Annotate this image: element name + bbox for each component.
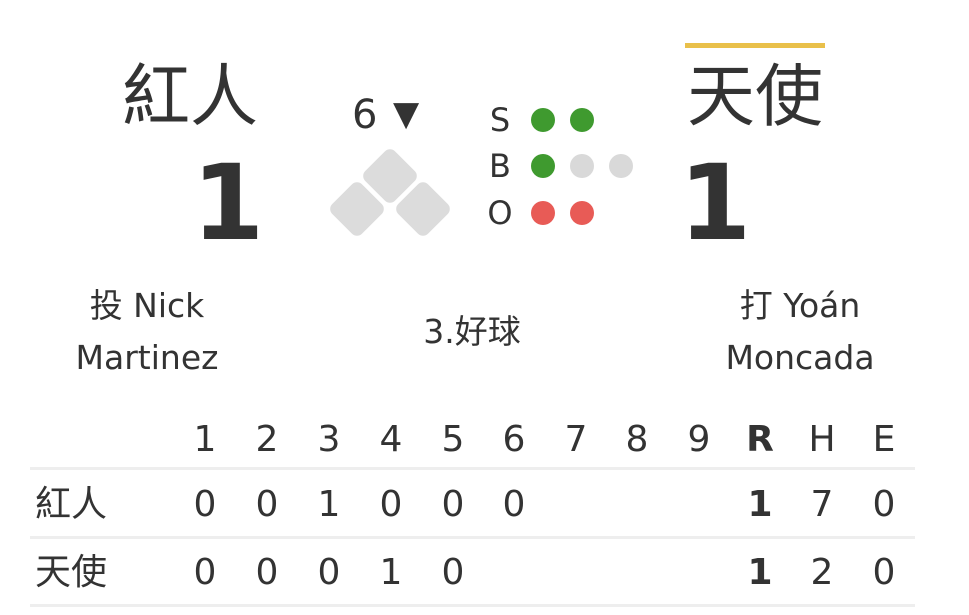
divider	[30, 604, 915, 607]
divider	[30, 467, 915, 470]
linescore-cell: 0	[317, 552, 341, 593]
linescore-cell: 1	[747, 484, 773, 525]
header-5: 5	[441, 419, 465, 460]
divider	[30, 536, 915, 539]
ball-dot	[609, 154, 633, 178]
linescore-cell: 0	[502, 484, 526, 525]
header-r: R	[746, 419, 774, 460]
ball-dot	[531, 154, 555, 178]
header-6: 6	[502, 419, 526, 460]
ball-label: B	[489, 147, 511, 185]
out-dot	[531, 201, 555, 225]
linescore-cell: 0	[379, 484, 403, 525]
linescore-cell: 0	[441, 484, 465, 525]
ball-dot	[570, 154, 594, 178]
header-7: 7	[564, 419, 588, 460]
strike-dot	[531, 108, 555, 132]
linescore-cell: 0	[193, 484, 217, 525]
header-2: 2	[255, 419, 279, 460]
bottom-half-icon: ▼	[393, 94, 420, 134]
pitcher-line1: 投 Nick	[89, 286, 205, 325]
pitcher-line2: Martinez	[75, 338, 219, 377]
header-9: 9	[687, 419, 711, 460]
linescore-cell: 1	[379, 552, 403, 593]
strike-dot	[570, 108, 594, 132]
linescore-cell: 0	[872, 552, 896, 593]
linescore-cell: 2	[810, 552, 834, 593]
strike-label: S	[489, 101, 511, 139]
home-score: 1	[678, 142, 752, 264]
home-team-name: 天使	[686, 58, 823, 137]
header-8: 8	[625, 419, 649, 460]
linescore-cell: 0	[193, 552, 217, 593]
linescore-cell: 0	[872, 484, 896, 525]
play-result: 3.好球	[423, 312, 521, 351]
header-3: 3	[317, 419, 341, 460]
header-h: H	[808, 419, 836, 460]
out-label: O	[487, 194, 513, 232]
out-dot	[570, 201, 594, 225]
header-1: 1	[193, 419, 217, 460]
batter-line2: Moncada	[725, 338, 875, 377]
away-score: 1	[191, 142, 265, 264]
row-team-name: 紅人	[35, 484, 108, 525]
linescore-cell: 1	[317, 484, 341, 525]
header-e: E	[872, 419, 896, 460]
linescore-cell: 0	[255, 552, 279, 593]
row-team-name: 天使	[35, 552, 108, 593]
linescore-cell: 0	[441, 552, 465, 593]
inning-number: 6	[352, 92, 378, 138]
linescore-cell: 7	[810, 484, 834, 525]
linescore-cell: 0	[255, 484, 279, 525]
linescore-cell: 1	[747, 552, 773, 593]
batter-line1: 打 Yoán	[739, 286, 861, 325]
header-4: 4	[379, 419, 403, 460]
away-team-name: 紅人	[121, 58, 258, 137]
batter-name: 打 Yoán Moncada	[670, 280, 930, 384]
pitcher-name: 投 Nick Martinez	[17, 280, 277, 384]
home-batting-indicator	[685, 43, 825, 48]
